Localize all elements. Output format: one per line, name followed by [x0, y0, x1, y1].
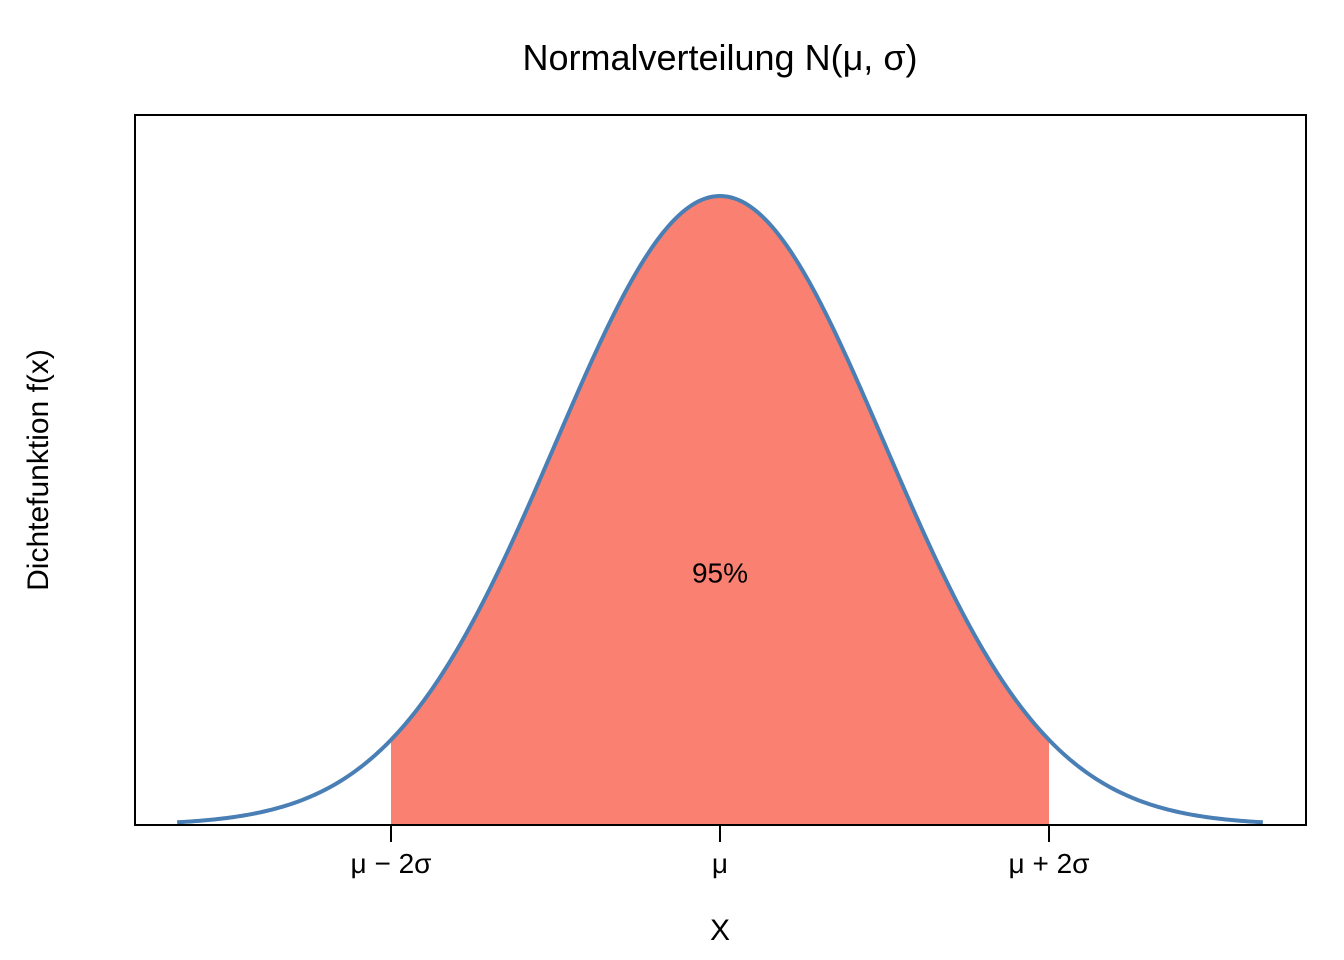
chart-title: Normalverteilung N(μ, σ)	[522, 37, 917, 78]
annotation-95-percent: 95%	[692, 558, 748, 589]
x-tick-label: μ − 2σ	[351, 848, 432, 879]
density-curve	[177, 193, 1263, 825]
shaded-area-95	[391, 196, 1049, 825]
x-tick-label: μ	[712, 848, 728, 879]
x-tick-label: μ + 2σ	[1009, 848, 1090, 879]
y-axis-label: Dichtefunktion f(x)	[22, 349, 55, 591]
x-axis-label: X	[710, 914, 730, 947]
